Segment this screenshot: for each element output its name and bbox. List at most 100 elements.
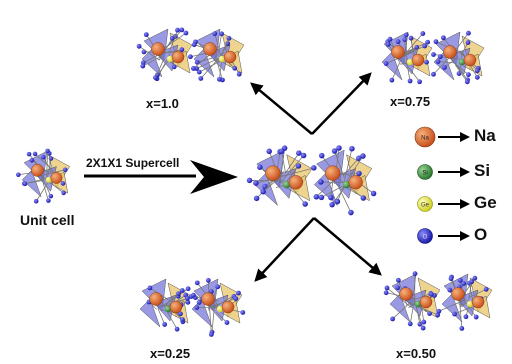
oxygen-atom bbox=[318, 179, 324, 185]
sodium-atom bbox=[391, 45, 405, 59]
oxygen-atom bbox=[196, 69, 202, 75]
tetrahedron bbox=[139, 298, 161, 328]
oxygen-atom bbox=[407, 78, 413, 84]
oxygen-atom bbox=[136, 43, 142, 49]
arrows bbox=[84, 72, 382, 282]
structure-x-0-50 bbox=[383, 271, 493, 331]
supercell-structure bbox=[246, 145, 377, 216]
oxygen-atom bbox=[356, 170, 362, 177]
oxygen-atom bbox=[143, 32, 149, 38]
oxygen-atom bbox=[329, 201, 335, 208]
structure-x-0-25 bbox=[139, 278, 246, 337]
oxygen-atom bbox=[442, 65, 447, 70]
oxygen-atom bbox=[383, 61, 389, 66]
germanium-atom bbox=[45, 176, 52, 183]
sodium-atom bbox=[265, 165, 281, 181]
oxygen-atom bbox=[253, 195, 260, 202]
oxygen-atom bbox=[147, 285, 153, 291]
oxygen-atom bbox=[348, 209, 354, 216]
oxygen-atom bbox=[62, 167, 68, 173]
oxygen-atom bbox=[174, 326, 180, 332]
oxygen-atom bbox=[208, 332, 214, 337]
oxygen-atom bbox=[196, 300, 202, 305]
oxygen-atom bbox=[466, 30, 471, 36]
germanium-atom bbox=[406, 58, 414, 66]
legend-atoms: Na Si Ge O bbox=[414, 126, 436, 244]
oxygen-atom bbox=[33, 198, 39, 204]
oxygen-atom bbox=[437, 54, 443, 60]
legend-si-atom bbox=[417, 164, 433, 180]
oxygen-atom bbox=[407, 321, 413, 327]
label-x-1-0: x=1.0 bbox=[146, 96, 179, 111]
oxygen-atom bbox=[474, 68, 480, 74]
supercell-label: 2X1X1 Supercell bbox=[86, 156, 180, 170]
germanium-atom bbox=[466, 300, 474, 308]
legend-na-label: Na bbox=[474, 126, 496, 145]
oxygen-atom bbox=[191, 292, 196, 298]
oxygen-atom bbox=[295, 163, 302, 169]
sodium-atom bbox=[171, 50, 185, 64]
germanium-atom bbox=[218, 55, 226, 63]
label-x-0-25: x=0.25 bbox=[150, 346, 191, 361]
oxygen-atom bbox=[313, 194, 320, 200]
oxygen-atom bbox=[440, 35, 446, 41]
oxygen-atom bbox=[328, 194, 334, 201]
oxygen-atom bbox=[420, 325, 426, 331]
oxygen-atom bbox=[452, 311, 457, 317]
oxygen-atom bbox=[469, 279, 475, 285]
oxygen-atom bbox=[169, 35, 175, 41]
oxygen-atom bbox=[194, 305, 200, 310]
sodium-atom bbox=[221, 300, 235, 314]
oxygen-atom bbox=[318, 194, 325, 201]
tetrahedron bbox=[21, 169, 42, 198]
tetrahedron bbox=[141, 48, 163, 78]
oxygen-atom bbox=[431, 71, 436, 77]
oxygen-atom bbox=[266, 148, 272, 155]
oxygen-atom bbox=[389, 77, 395, 83]
sodium-atom bbox=[419, 295, 433, 309]
oxygen-atom bbox=[191, 42, 197, 48]
oxygen-atom bbox=[16, 172, 21, 178]
legend-ge-symbol: Ge bbox=[421, 203, 430, 209]
oxygen-atom bbox=[178, 311, 183, 317]
oxygen-atom bbox=[29, 158, 35, 163]
unit-cell-label: Unit cell bbox=[20, 212, 75, 228]
legend-o-label: O bbox=[474, 225, 488, 244]
oxygen-atom bbox=[336, 145, 342, 151]
oxygen-atom bbox=[431, 52, 436, 57]
arrow-to-x-0-50 bbox=[313, 217, 382, 276]
tetrahedron bbox=[441, 293, 463, 323]
oxygen-atom bbox=[435, 59, 441, 64]
sodium-atom bbox=[31, 163, 44, 177]
oxygen-atom bbox=[232, 65, 238, 71]
oxygen-atom bbox=[334, 198, 341, 205]
oxygen-atom bbox=[349, 145, 355, 152]
oxygen-atom bbox=[422, 43, 428, 49]
oxygen-atom bbox=[185, 296, 190, 301]
oxygen-atom bbox=[48, 193, 54, 199]
arrow-to-x-0-25 bbox=[254, 217, 315, 282]
oxygen-atom bbox=[384, 285, 390, 291]
oxygen-atom bbox=[466, 72, 471, 78]
silicon-atom bbox=[458, 58, 466, 66]
oxygen-atom bbox=[61, 190, 66, 196]
label-x-0-50: x=0.50 bbox=[396, 346, 437, 361]
oxygen-atom bbox=[224, 320, 230, 325]
oxygen-atom bbox=[461, 281, 467, 286]
sodium-atom bbox=[288, 175, 304, 190]
oxygen-atom bbox=[420, 31, 426, 36]
sodium-atom bbox=[203, 42, 217, 56]
sodium-atom bbox=[201, 292, 215, 306]
oxygen-atom bbox=[212, 31, 218, 37]
silicon-atom bbox=[283, 180, 291, 189]
oxygen-atom bbox=[46, 198, 51, 203]
oxygen-atom bbox=[179, 27, 185, 33]
oxygen-atom bbox=[387, 36, 393, 42]
legend-si-label: Si bbox=[474, 161, 491, 180]
oxygen-atom bbox=[205, 278, 211, 283]
structure-x-0-75 bbox=[381, 30, 485, 85]
oxygen-atom bbox=[257, 164, 263, 170]
tetrahedron bbox=[389, 293, 411, 323]
oxygen-atom bbox=[22, 181, 28, 187]
